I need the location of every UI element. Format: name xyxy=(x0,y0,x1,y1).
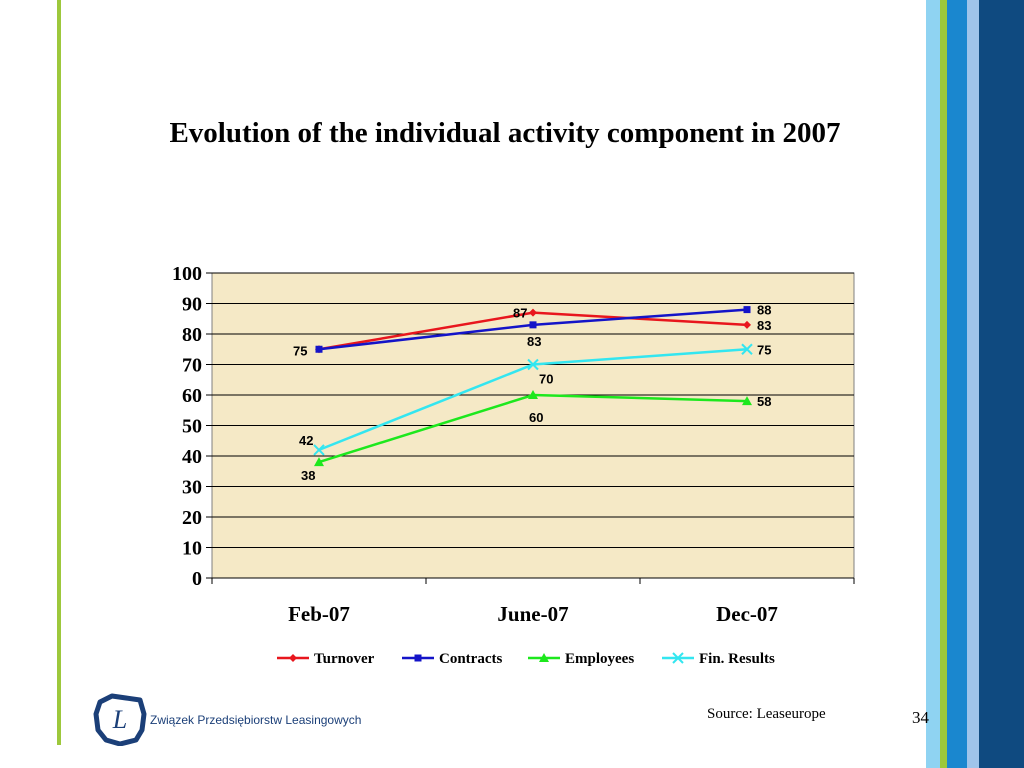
data-label: 75 xyxy=(757,342,771,357)
legend-item-fin-results: Fin. Results xyxy=(662,651,775,667)
page-number: 34 xyxy=(912,708,929,727)
y-tick-label: 0 xyxy=(192,568,202,590)
legend-label: Turnover xyxy=(314,651,375,667)
x-tick-label: Feb-07 xyxy=(288,602,350,626)
y-tick-label: 40 xyxy=(182,446,202,468)
y-tick-label: 20 xyxy=(182,507,202,529)
data-point-contracts xyxy=(743,306,751,314)
data-label: 60 xyxy=(529,410,543,425)
left-accent-rule xyxy=(57,0,61,745)
legend-marker xyxy=(414,654,422,662)
data-point-contracts xyxy=(315,345,323,353)
data-point-employees xyxy=(742,396,752,406)
data-point-turnover xyxy=(529,308,537,317)
data-point-fin-results xyxy=(527,358,539,371)
y-tick-label: 60 xyxy=(182,385,202,407)
legend-label: Employees xyxy=(565,651,634,667)
y-tick-label: 30 xyxy=(182,477,202,499)
decorative-stripe xyxy=(967,0,979,768)
x-tick-label: June-07 xyxy=(497,602,568,626)
legend-label: Fin. Results xyxy=(699,651,775,667)
data-label: 83 xyxy=(527,334,541,349)
decorative-stripe xyxy=(947,0,967,768)
legend-item-employees: Employees xyxy=(528,651,634,667)
y-tick-label: 100 xyxy=(172,263,202,285)
series-fin-results: 42 70 75 xyxy=(299,342,771,456)
y-tick-label: 70 xyxy=(182,355,202,377)
data-label: 70 xyxy=(539,372,553,387)
legend-marker xyxy=(672,652,684,664)
y-tick-label: 90 xyxy=(182,294,202,316)
data-point-employees xyxy=(314,457,324,467)
data-label: 75 xyxy=(293,343,307,358)
data-label: 42 xyxy=(299,433,313,448)
organization-name: Związek Przedsiębiorstw Leasingowych xyxy=(150,713,362,727)
data-label: 87 xyxy=(513,306,527,321)
decorative-stripe xyxy=(979,0,1024,768)
decorative-stripe xyxy=(940,0,947,768)
legend-item-contracts: Contracts xyxy=(402,651,502,667)
data-label: 83 xyxy=(757,318,771,333)
organization-logo: L xyxy=(93,693,147,746)
y-tick-label: 10 xyxy=(182,538,202,560)
logo-letter: L xyxy=(112,705,127,734)
x-tick-label: Dec-07 xyxy=(716,602,778,626)
legend-item-turnover: Turnover xyxy=(277,651,375,667)
legend-marker xyxy=(539,653,549,662)
data-point-contracts xyxy=(529,321,537,329)
y-tick-label: 50 xyxy=(182,416,202,438)
legend-label: Contracts xyxy=(439,651,502,667)
data-label: 88 xyxy=(757,303,771,318)
data-point-turnover xyxy=(743,320,751,329)
decorative-stripe xyxy=(926,0,940,768)
data-point-employees xyxy=(528,390,538,399)
y-tick-label: 80 xyxy=(182,324,202,346)
data-label: 58 xyxy=(757,394,771,409)
data-point-fin-results xyxy=(741,343,753,355)
legend-marker xyxy=(289,654,297,662)
data-point-fin-results xyxy=(313,444,325,456)
data-label: 38 xyxy=(301,468,315,483)
slide-title: Evolution of the individual activity com… xyxy=(169,117,841,149)
series-employees: 38 60 58 xyxy=(301,390,771,483)
source-note: Source: Leaseurope xyxy=(707,706,826,722)
